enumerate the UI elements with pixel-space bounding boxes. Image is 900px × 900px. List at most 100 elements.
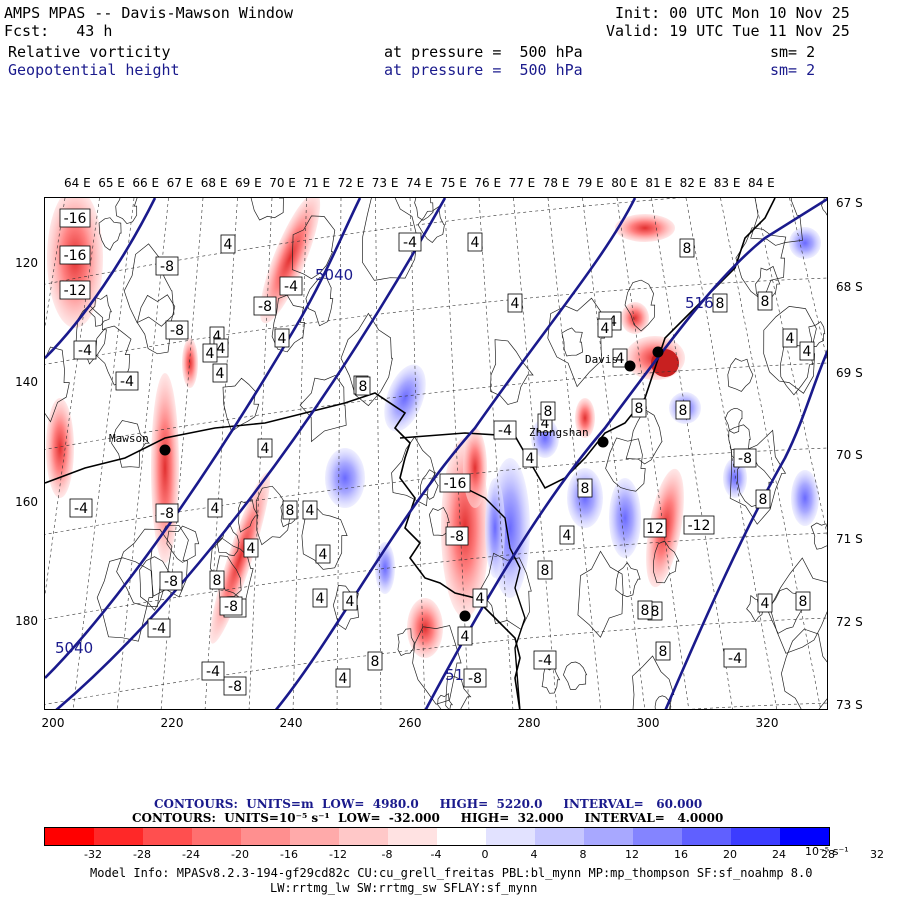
y-tick-label: 120 [15, 256, 38, 270]
vorticity-contour [727, 358, 754, 392]
vorticity-label: 4 [224, 237, 233, 253]
vorticity-label: 4 [786, 331, 795, 347]
lon-label: 76 E [474, 176, 502, 190]
color-bar-label: -20 [231, 848, 249, 861]
lat-label: 69 S [836, 366, 863, 380]
vorticity-label-box [712, 293, 728, 313]
parallel-line [45, 277, 827, 365]
vorticity-contour [781, 628, 827, 709]
vorticity-contour [437, 692, 454, 709]
vorticity-label: 8 [641, 603, 650, 619]
vorticity-contour [250, 198, 284, 221]
vorticity-label: -8 [160, 259, 174, 275]
vorticity-contour [810, 522, 827, 550]
height-contour [274, 198, 637, 709]
station-dot [652, 346, 664, 358]
x-tick-label: 200 [41, 716, 65, 730]
vorticity-label: -4 [78, 343, 92, 359]
negative-vorticity-area [615, 214, 675, 242]
color-bar-label: 24 [772, 848, 786, 861]
map-canvas: 5040504051605160 -16-16-12-4-4-8-4-8-444… [45, 198, 827, 709]
vorticity-label: -4 [74, 501, 88, 517]
ice-shelf-edge [464, 487, 526, 709]
field1-smoothing: sm= 2 [770, 43, 816, 61]
lon-label: 77 E [508, 176, 536, 190]
vorticity-label: 8 [759, 492, 768, 508]
lat-label: 73 S [836, 698, 863, 712]
vorticity-label: 4 [261, 441, 270, 457]
meridian-line [204, 198, 238, 709]
vorticity-label-box [243, 538, 259, 558]
color-bar-swatch [388, 828, 437, 845]
vorticity-label-box [73, 340, 97, 360]
vorticity-label-box [679, 238, 695, 258]
vorticity-label: -4 [403, 235, 417, 251]
color-bar-label: -12 [329, 848, 347, 861]
vorticity-label-box [59, 208, 91, 228]
vorticity-label-box [457, 626, 473, 646]
vorticity-contour [769, 557, 827, 654]
meridian-line [444, 198, 470, 709]
lon-label: 78 E [542, 176, 570, 190]
vorticity-label-box [147, 618, 171, 638]
color-bar-swatch [486, 828, 535, 845]
vorticity-label-box [597, 318, 613, 338]
positive-vorticity-area [789, 227, 821, 259]
positive-vorticity-area [567, 468, 603, 528]
vorticity-label: -8 [450, 529, 464, 545]
lat-label: 70 S [836, 448, 863, 462]
vorticity-label-box [282, 500, 298, 520]
lon-label: 67 E [166, 176, 194, 190]
vorticity-label: 4 [339, 671, 348, 687]
vorticity-label: 8 [659, 644, 668, 660]
height-contour-info: CONTOURS: UNITS=m LOW= 4980.0 HIGH= 5220… [154, 797, 703, 811]
lat-lon-grid [45, 198, 827, 709]
vorticity-label-box [212, 363, 228, 383]
coastline-path [399, 198, 776, 490]
vorticity-contour [478, 552, 532, 630]
vorticity-label-box [733, 448, 757, 468]
lat-label: 71 S [836, 532, 863, 546]
vorticity-label-box [220, 234, 236, 254]
vorticity-label: 4 [461, 629, 470, 645]
color-bar-label: 32 [870, 848, 884, 861]
color-bar-label: -24 [182, 848, 200, 861]
lon-label: 68 E [200, 176, 228, 190]
vorticity-label-box [115, 371, 139, 391]
vorticity-label: -4 [538, 653, 552, 669]
vorticity-contour [632, 655, 675, 709]
lon-label: 74 E [406, 176, 433, 190]
vorticity-label-box [202, 343, 218, 363]
station-label: Mawson [109, 432, 149, 445]
vorticity-label: -16 [444, 476, 467, 492]
y-tick-label: 180 [15, 614, 38, 628]
vorticity-label-box [342, 591, 358, 611]
vorticity-label-box [355, 376, 371, 396]
vorticity-label-box [315, 544, 331, 564]
vorticity-contour-labels: -16-16-12-4-4-8-4-8-444444-4-8-48-8-884-… [59, 208, 815, 696]
color-bar-swatch [45, 828, 94, 845]
color-bar-label: 4 [530, 848, 538, 861]
vorticity-label-box [467, 232, 483, 252]
station-dot [459, 610, 471, 622]
vorticity-label: 4 [761, 596, 770, 612]
vorticity-contour [115, 198, 138, 225]
x-tick-label: 220 [160, 716, 184, 730]
color-bar-swatch [192, 828, 241, 845]
color-bar-swatch [780, 828, 829, 845]
vorticity-contour [653, 540, 680, 584]
color-bar-label: -16 [280, 848, 298, 861]
parallel-line [45, 617, 827, 705]
positive-vorticity-area [325, 448, 365, 508]
lon-label: 65 E [98, 176, 125, 190]
negative-vorticity-area [209, 472, 271, 644]
vorticity-label: 4 [213, 329, 222, 345]
color-bar-swatch [437, 828, 486, 845]
vorticity-label: 4 [803, 344, 812, 360]
station-dot [597, 436, 609, 448]
negative-vorticity-area [151, 373, 179, 563]
vorticity-contour [45, 346, 70, 423]
positive-vorticity-area [791, 470, 819, 526]
vorticity-label: 8 [541, 563, 550, 579]
vorticity-label-box [274, 328, 290, 348]
